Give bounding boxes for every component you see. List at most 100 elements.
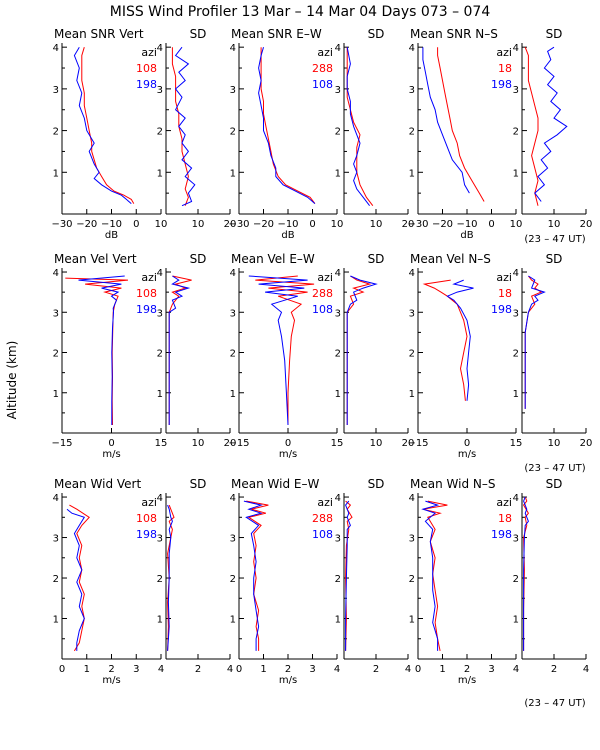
panel-r1-c2-legend-entry: 108 (312, 303, 333, 316)
panel-r0-c0-xtick-label: 0 (133, 219, 139, 230)
panel-r0-c2-legend-entry: 108 (312, 78, 333, 91)
panel-r0-c2-xlabel: dB (281, 230, 294, 241)
panel-r0-c2-ytick-label: 3 (230, 85, 236, 96)
panel-r0-c0-series-108-line (81, 47, 135, 204)
panel-r0-c0-ytick-label: 1 (53, 168, 59, 179)
panel-r0-c5: SD 1 2 3 4 10 20 (513, 27, 593, 230)
panel-r2-c1-xtick-label: 4 (227, 664, 233, 675)
panel-r0-c2-ytick-label: 2 (230, 127, 236, 138)
panel-r1-c5-title: SD (546, 252, 563, 266)
panel-r1-c0-ytick-label: 3 (53, 308, 59, 319)
panel-r2-c3-ytick-label: 4 (335, 493, 341, 504)
panel-r1-c5-series-198-line (524, 275, 546, 409)
panel-r1-c1-xtick-label: 10 (192, 438, 205, 449)
panel-r2-c3-xtick-label: 2 (373, 664, 379, 675)
panel-r0-c0-ytick-label: 3 (53, 85, 59, 96)
panel-r2-c1-ytick-label: 3 (157, 534, 163, 545)
panel-r1-c5-ytick-label: 4 (513, 268, 519, 279)
panel-r2-c4-legend-entry: 18 (498, 512, 512, 525)
panel-r1-c5-xtick-label: 10 (548, 438, 561, 449)
panel-r2-c4-xtick-label: 3 (488, 664, 494, 675)
panel-r1-c1-series-108-line (168, 275, 192, 425)
panel-r0-c4-legend-entry: 198 (491, 78, 512, 91)
panel-r1-c5-ytick-label: 3 (513, 308, 519, 319)
figure-title: MISS Wind Profiler 13 Mar – 14 Mar 04 Da… (110, 4, 491, 20)
panel-r2-c2-legend-entry: 108 (312, 528, 333, 541)
time-range-label-row-2: (23 – 47 UT) (524, 463, 585, 474)
panel-r2-c1-xtick-label: 2 (195, 664, 201, 675)
panel-r2-c3-ytick-label: 2 (335, 574, 341, 585)
panel-r2-c0-xtick-label: 0 (59, 664, 65, 675)
panel-r1-c2: Mean Vel E–W 1 2 3 4 −15 0 15 m/s azi 288 108 (228, 252, 343, 460)
panel-r0-c2-series-108-line (258, 47, 316, 204)
panel-r2-c0-xtick-label: 2 (108, 664, 114, 675)
panel-r2-c0-ytick-label: 3 (53, 534, 59, 545)
panel-r0-c3: SD 1 2 3 4 10 20 (335, 27, 415, 230)
panel-r1-c3-title: SD (368, 252, 385, 266)
panel-r2-c4-ytick-label: 4 (409, 493, 415, 504)
panel-r2-c4-legend-header: azi (496, 496, 512, 509)
panel-r1-c2-ytick-label: 3 (230, 308, 236, 319)
panel-r0-c5-ytick-label: 4 (513, 43, 519, 54)
panel-r1-c5-series-18-line (524, 275, 543, 409)
panel-r1-c1-series-198-line (168, 275, 191, 425)
panel-r0-c1-xtick-label: 20 (224, 219, 237, 230)
panel-r2-c1-ytick-label: 4 (157, 493, 163, 504)
panel-r0-c0-ytick-label: 4 (53, 43, 59, 54)
panel-r2-c2-xtick-label: 1 (260, 664, 266, 675)
panel-r1-c0-legend-entry: 108 (136, 287, 157, 300)
panel-r0-c5-title: SD (546, 27, 563, 41)
panel-r2-c0-legend-entry: 108 (136, 512, 157, 525)
panel-r0-c2-legend-entry: 288 (312, 62, 333, 75)
panel-r0-c0-ytick-label: 2 (53, 127, 59, 138)
panel-r1-c2-xlabel: m/s (279, 449, 297, 460)
panel-r1-c0: Mean Vel Vert 1 2 3 4 −15 0 15 m/s azi 108 198 (51, 252, 167, 460)
panel-r2-c1: SD 1 2 3 4 2 4 (157, 477, 234, 675)
panel-r1-c1-ytick-label: 1 (157, 389, 163, 400)
panel-r0-c2-xtick-label: 10 (331, 219, 344, 230)
panel-r1-c2-ytick-label: 2 (230, 349, 236, 360)
panel-r1-c0-xlabel: m/s (102, 449, 120, 460)
panel-r2-c2-legend-header: azi (317, 496, 333, 509)
panel-r2-c3-title: SD (368, 477, 385, 491)
panel-r2-c0-xtick-label: 3 (133, 664, 139, 675)
panel-r2-c4-ytick-label: 3 (409, 534, 415, 545)
panel-r1-c2-xtick-label: −15 (228, 438, 249, 449)
panel-r0-c0-xtick-label: −30 (51, 219, 72, 230)
panel-r2-c2-ytick-label: 1 (230, 615, 236, 626)
panel-r2-c4-xtick-label: 2 (464, 664, 470, 675)
panel-r2-c2-ytick-label: 3 (230, 534, 236, 545)
time-range-label-row-3: (23 – 47 UT) (524, 698, 585, 709)
panel-r0-c5-xtick-label: 20 (580, 219, 593, 230)
panel-r0-c2-xtick-label: −10 (277, 219, 298, 230)
panel-r0-c2-title: Mean SNR E–W (231, 27, 322, 41)
panel-r2-c0-legend-entry: 198 (136, 528, 157, 541)
panel-r1-c1-ytick-label: 2 (157, 349, 163, 360)
panel-r0-c4-ytick-label: 1 (409, 168, 415, 179)
panel-r2-c4-series-18-line (422, 500, 448, 652)
panel-r1-c4: Mean Vel N–S 1 2 3 4 −15 0 15 m/s azi 18 198 (407, 252, 522, 460)
panel-r2-c2-xtick-label: 2 (285, 664, 291, 675)
panel-r2-c0-xtick-label: 1 (84, 664, 90, 675)
panel-r2-c5-title: SD (546, 477, 563, 491)
panel-r1-c5-ytick-label: 1 (513, 389, 519, 400)
panel-r0-c2-xtick-label: −30 (228, 219, 249, 230)
panel-r1-c0-ytick-label: 2 (53, 349, 59, 360)
panel-r2-c4-xtick-label: 4 (513, 664, 519, 675)
panel-r2-c4-ytick-label: 2 (409, 574, 415, 585)
panel-r1-c5-xtick-label: 20 (580, 438, 593, 449)
panel-r1-c2-legend-entry: 288 (312, 287, 333, 300)
panel-r0-c1: SD 1 2 3 4 10 20 (157, 27, 237, 230)
panel-r0-c1-xtick-label: 10 (192, 219, 205, 230)
panel-r1-c3-ytick-label: 3 (335, 308, 341, 319)
panel-r1-c2-ytick-label: 4 (230, 268, 236, 279)
panel-r0-c2: Mean SNR E–W 1 2 3 4 −30 −20 −10 0 10 dB azi 288 108 (228, 27, 343, 241)
panel-r2-c2-xtick-label: 4 (334, 664, 340, 675)
panel-r1-c4-xtick-label: 15 (510, 438, 523, 449)
panel-r2-c2-legend-entry: 288 (312, 512, 333, 525)
panel-r1-c0-legend-header: azi (141, 271, 157, 284)
panel-r2-c5-ytick-label: 4 (513, 493, 519, 504)
panel-r1-c0-ytick-label: 4 (53, 268, 59, 279)
panel-r0-c2-legend-header: azi (317, 46, 333, 59)
